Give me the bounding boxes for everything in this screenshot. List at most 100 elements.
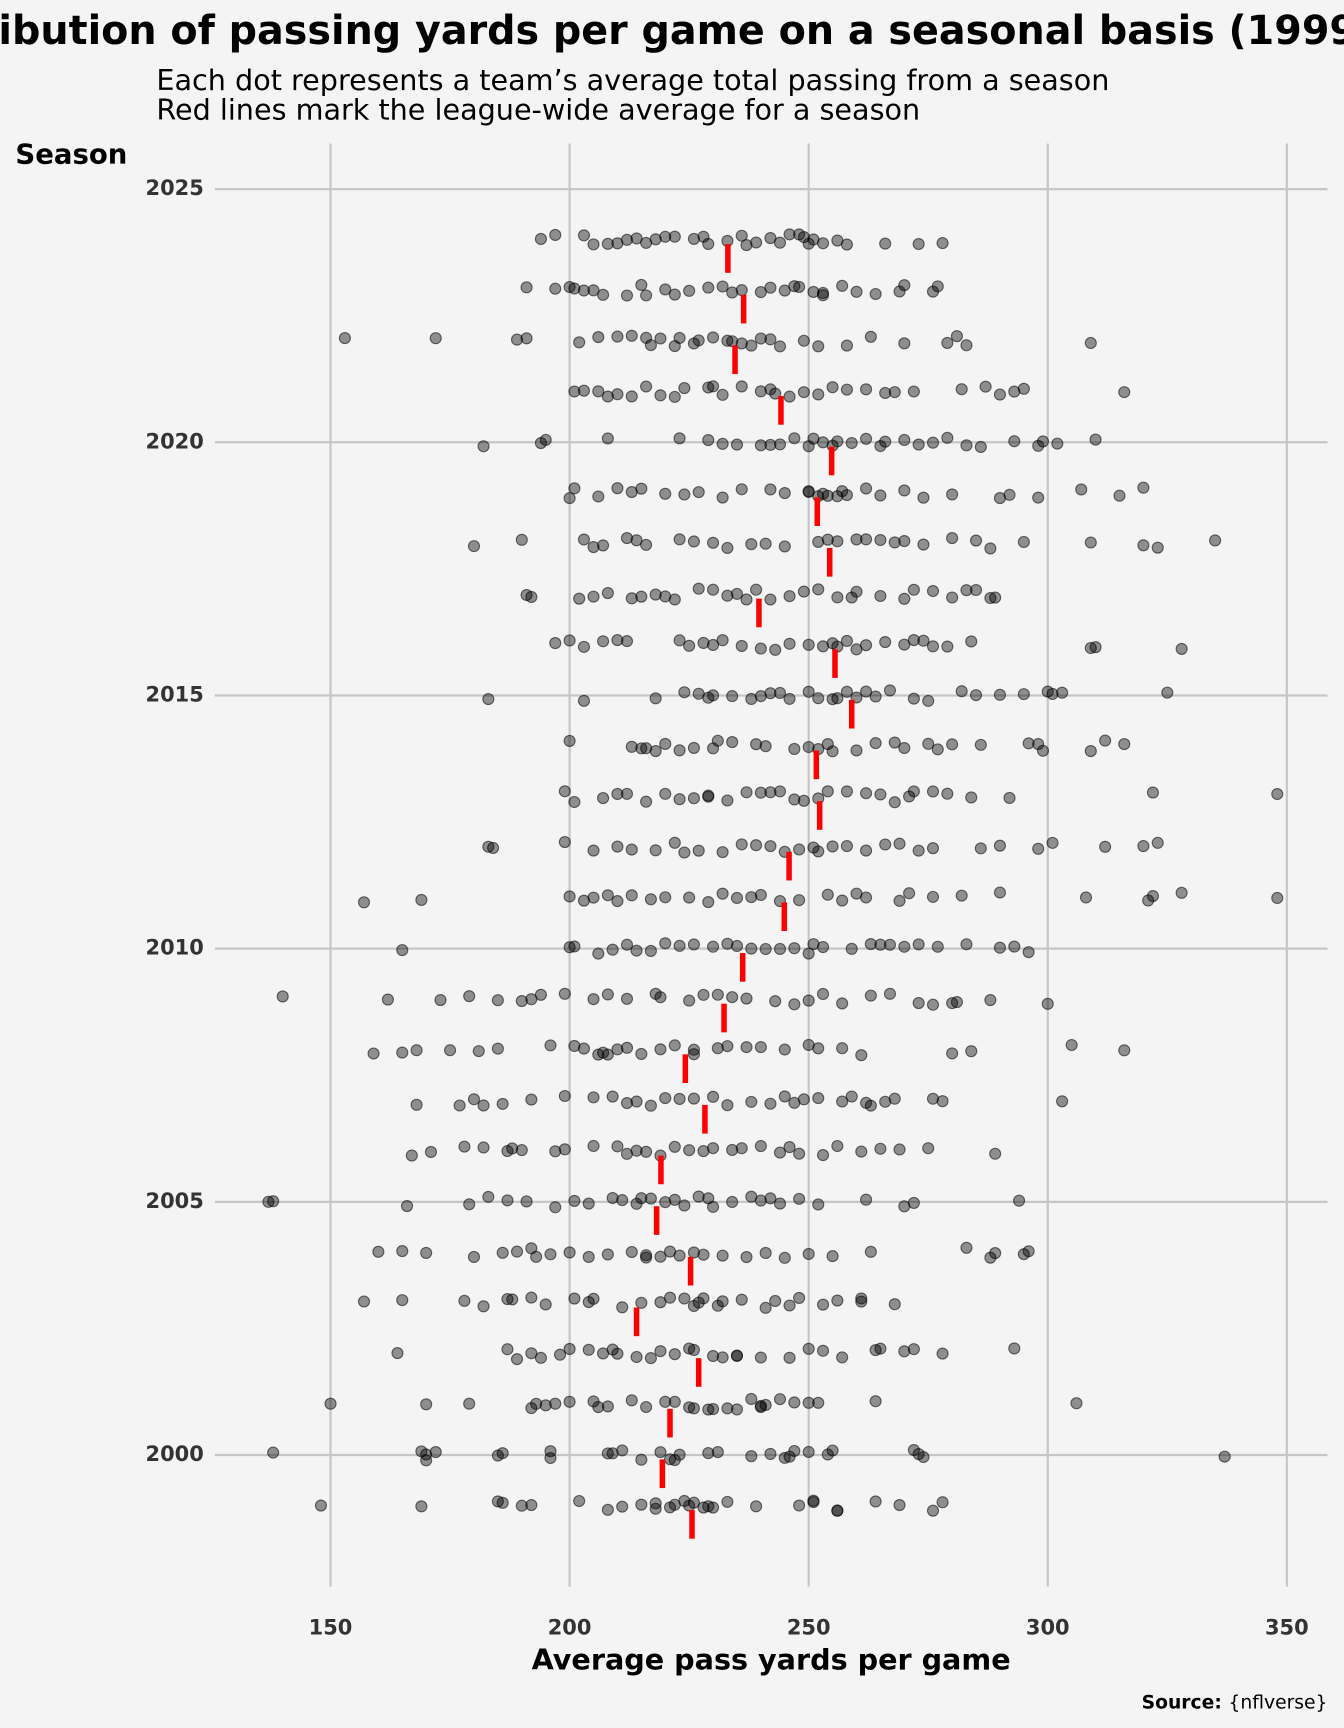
dot xyxy=(630,1350,643,1364)
dot xyxy=(620,1096,634,1110)
dot xyxy=(745,891,758,904)
dot xyxy=(845,436,858,450)
dot xyxy=(687,1043,700,1056)
dot xyxy=(778,486,791,500)
dot xyxy=(764,483,777,496)
dot xyxy=(812,1396,825,1409)
dot xyxy=(860,787,873,800)
y-tick-label: 2020 xyxy=(146,429,204,453)
y-tick-label: 2015 xyxy=(146,682,204,706)
dot xyxy=(568,385,581,398)
dot xyxy=(410,1044,423,1057)
dot xyxy=(716,846,729,859)
dot xyxy=(898,592,911,605)
dot xyxy=(563,941,576,954)
dot xyxy=(716,437,729,450)
dot xyxy=(491,994,504,1007)
dot xyxy=(926,640,940,653)
dot xyxy=(931,280,944,293)
dot xyxy=(678,846,691,859)
dot xyxy=(855,1292,868,1305)
dot xyxy=(635,482,648,495)
dot xyxy=(534,988,547,1001)
dot xyxy=(883,987,897,1000)
dot xyxy=(553,1348,567,1361)
dot xyxy=(802,685,815,698)
dot xyxy=(778,1251,791,1264)
dot xyxy=(687,1246,700,1259)
dot xyxy=(620,1041,634,1054)
dot xyxy=(1065,1038,1078,1052)
dot xyxy=(635,590,648,603)
dot xyxy=(1113,489,1126,502)
dot xyxy=(544,1445,557,1458)
dot xyxy=(262,1195,275,1208)
dot xyxy=(620,289,634,302)
dot xyxy=(444,1044,457,1057)
dot xyxy=(592,331,605,344)
dot xyxy=(477,1099,490,1112)
dot xyxy=(745,692,758,705)
dot xyxy=(496,1496,509,1509)
dot xyxy=(515,1144,528,1157)
dot xyxy=(692,1296,705,1309)
dot xyxy=(592,385,605,398)
dot xyxy=(836,1042,849,1055)
dot xyxy=(726,1143,739,1157)
dot xyxy=(864,937,877,951)
dot xyxy=(640,538,653,551)
dot xyxy=(936,1095,949,1108)
dot xyxy=(563,1395,576,1408)
dot xyxy=(611,895,624,908)
dot xyxy=(515,533,528,546)
dot xyxy=(754,642,767,655)
dot xyxy=(668,593,681,606)
dot xyxy=(396,1046,409,1059)
dot xyxy=(802,1396,815,1409)
dot xyxy=(597,792,610,805)
dot xyxy=(926,785,940,798)
dot xyxy=(936,1496,949,1509)
dot xyxy=(759,1398,772,1412)
dot xyxy=(506,1142,519,1155)
dot xyxy=(836,485,849,498)
dot xyxy=(683,639,696,652)
dot xyxy=(721,1402,734,1415)
dot xyxy=(697,1501,710,1514)
dot xyxy=(783,692,796,705)
dot xyxy=(874,439,887,453)
dot xyxy=(587,1139,600,1153)
dot xyxy=(415,893,428,906)
dot xyxy=(510,1353,524,1366)
dot xyxy=(620,532,634,545)
dot xyxy=(769,643,782,656)
dot xyxy=(587,993,600,1006)
dot xyxy=(1118,1044,1131,1057)
dot xyxy=(1084,536,1097,549)
dot xyxy=(764,333,777,346)
dot xyxy=(644,944,657,957)
dot xyxy=(1175,886,1188,899)
dot xyxy=(716,388,729,401)
dot xyxy=(850,744,863,757)
dot xyxy=(702,1192,715,1205)
dot xyxy=(946,591,959,604)
dot xyxy=(869,737,882,750)
dot xyxy=(1118,386,1131,399)
dot xyxy=(635,1453,648,1466)
dot xyxy=(620,787,634,800)
dot xyxy=(1118,738,1131,751)
dot xyxy=(812,1092,825,1105)
dot xyxy=(563,492,576,505)
dot xyxy=(649,744,662,758)
dot xyxy=(625,592,638,605)
dot xyxy=(601,1400,614,1413)
dot xyxy=(903,887,916,900)
dot xyxy=(993,839,1007,852)
dot xyxy=(640,1249,653,1262)
dot xyxy=(1137,539,1150,552)
dot xyxy=(587,1292,600,1305)
dot xyxy=(1013,1194,1026,1207)
dot xyxy=(1070,1397,1083,1410)
dot xyxy=(563,1342,576,1356)
